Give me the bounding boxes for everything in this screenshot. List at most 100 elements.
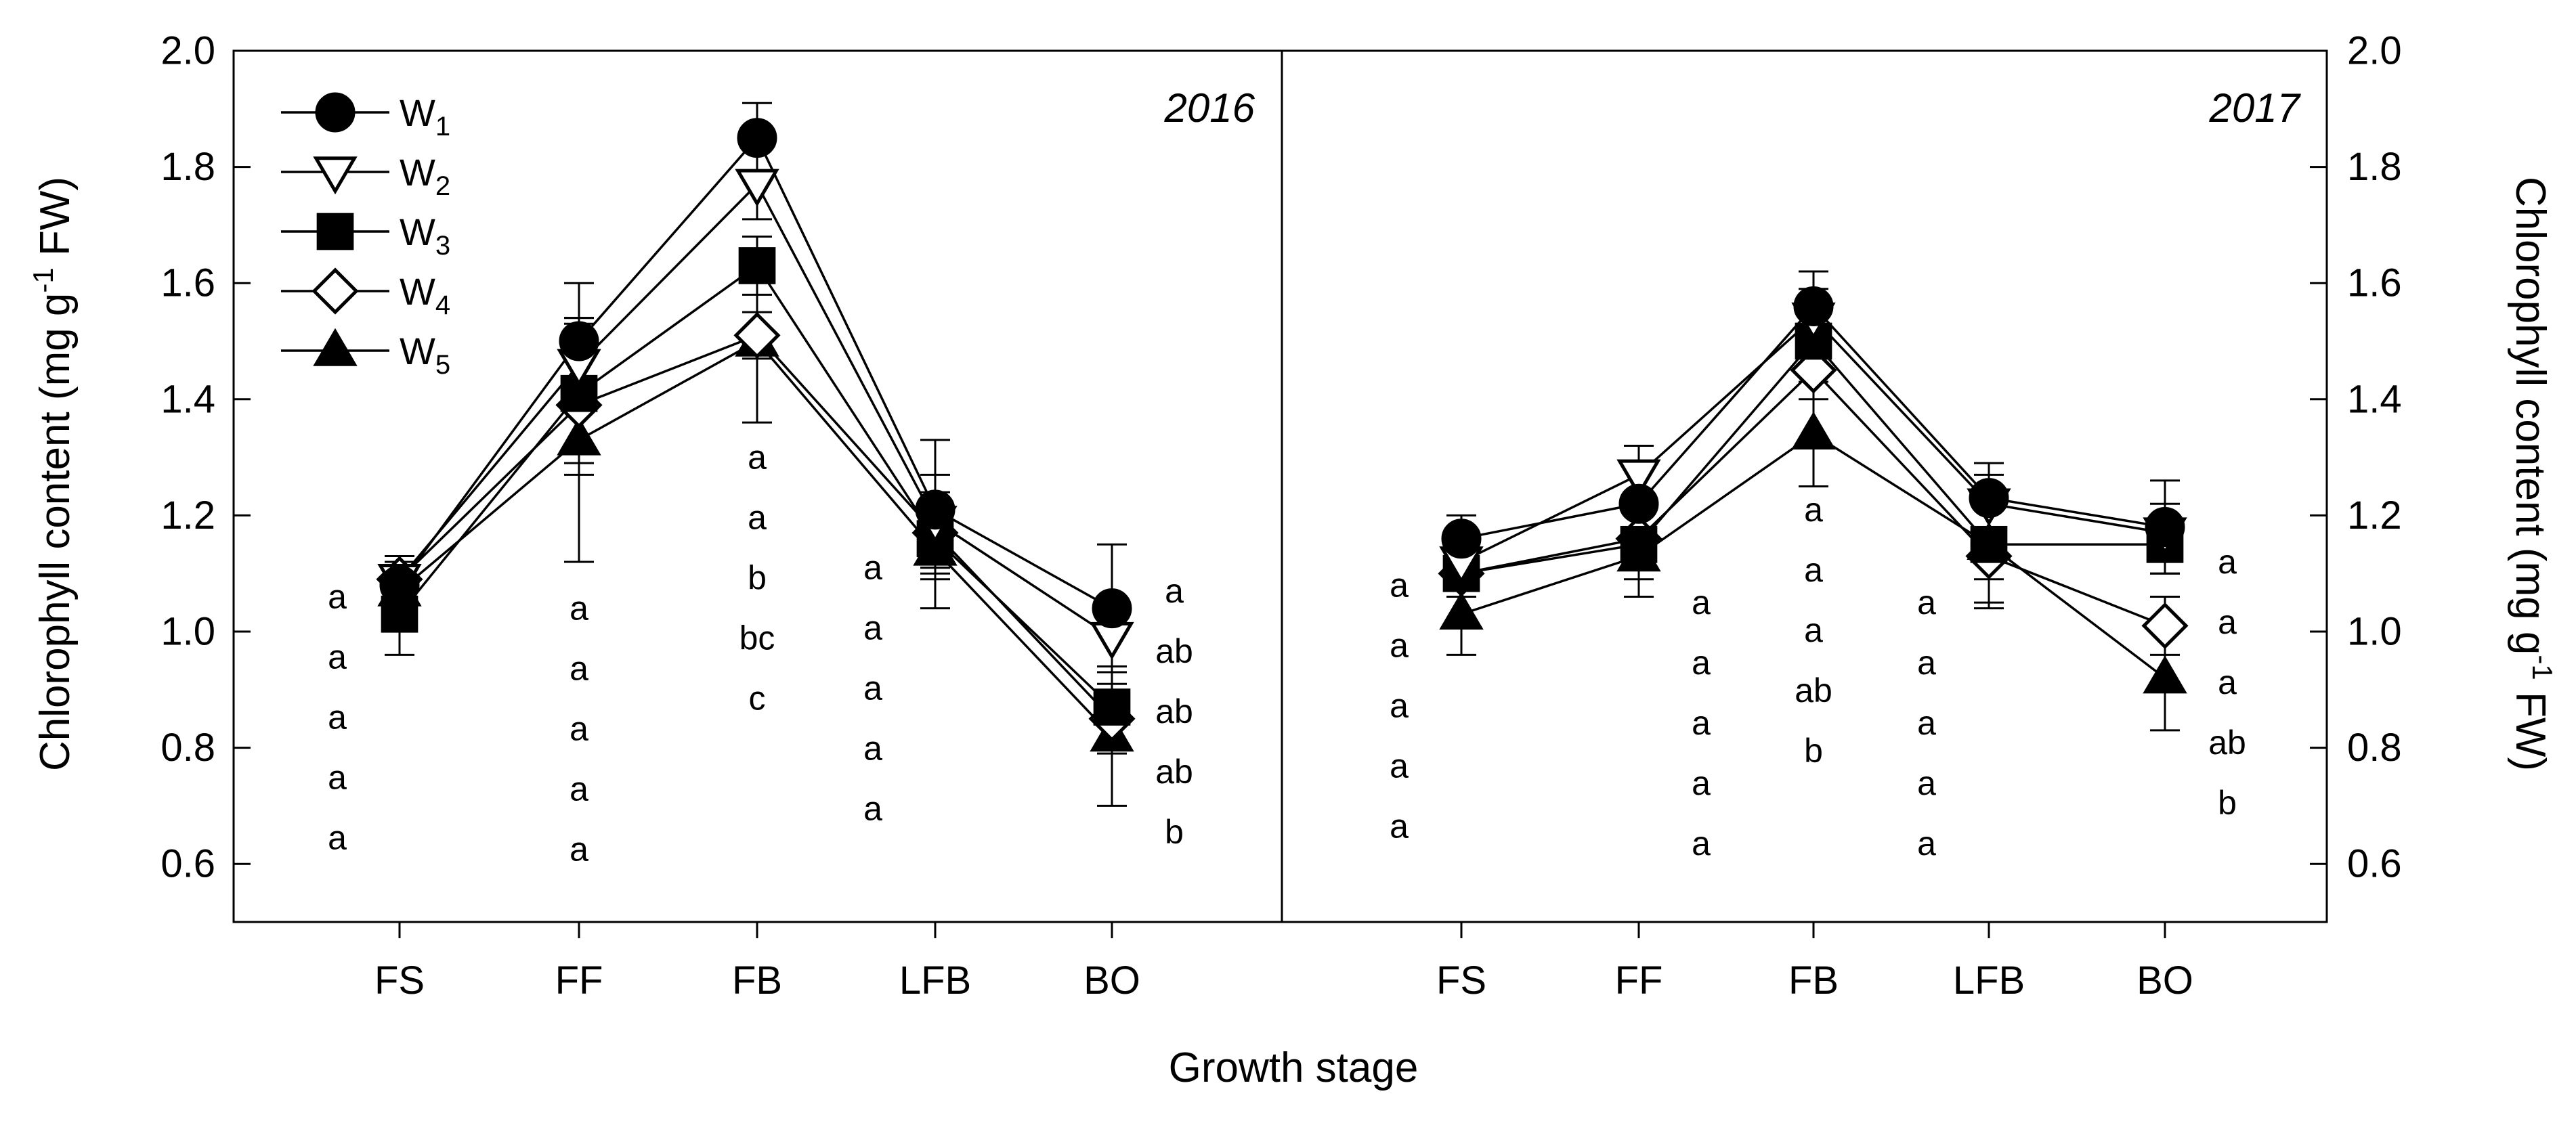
point-w4 [1790, 347, 1837, 394]
significance-letter: a [1390, 686, 1409, 724]
legend-label-base: W [400, 151, 435, 194]
y-title-unit: FW) [2507, 680, 2554, 771]
legend-label-base: W [400, 270, 435, 313]
series-layer [376, 102, 2189, 807]
legend-label-sub: 4 [435, 290, 450, 320]
legend-marker [315, 92, 356, 133]
legend-entry-w3: W3 [281, 211, 450, 261]
point-w1 [915, 489, 956, 530]
significance-letter: a [1692, 584, 1711, 621]
left-y-tick-label: 0.6 [160, 842, 215, 886]
significance-letter: c [749, 680, 766, 718]
left-y-tick-label: 1.6 [160, 261, 215, 305]
point-w1 [1092, 588, 1132, 629]
legend-label-base: W [400, 211, 435, 253]
legend-label: W5 [400, 330, 450, 380]
x-tick-label: FS [374, 959, 425, 1003]
significance-letter: a [863, 790, 882, 828]
point-w1 [2145, 507, 2185, 548]
right-y-tick-label: 1.6 [2347, 261, 2402, 305]
significance-letter: a [1692, 825, 1711, 862]
significance-letter: a [748, 439, 767, 477]
left-y-tick-label: 2.0 [160, 29, 215, 73]
right-y-tick-label: 0.8 [2347, 726, 2402, 770]
point-w1 [737, 118, 777, 158]
significance-letters: aaaaaaaaaaaabbccaaaaaaabababbaaaaaaaaaaa… [328, 439, 2246, 869]
point-w5 [2143, 655, 2187, 694]
significance-letter: a [1804, 611, 1823, 649]
y-title-main: Chlorophyll content (mg g [2507, 177, 2554, 655]
y-title-main: Chlorophyll content (mg g [32, 293, 79, 771]
left-y-tick-label: 1.2 [160, 493, 215, 537]
panel-2016 [376, 102, 1136, 807]
significance-letter: a [1917, 584, 1936, 621]
significance-letter: a [570, 710, 588, 748]
significance-letter: a [328, 819, 347, 857]
significance-letter: a [1917, 825, 1936, 862]
significance-letter: a [570, 831, 588, 869]
right-y-tick-label: 2.0 [2347, 29, 2402, 73]
legend-entry-w1: W1 [281, 91, 450, 141]
point-w4 [2141, 602, 2189, 650]
significance-letter: a [1390, 566, 1409, 604]
legend-entry-w4: W4 [281, 267, 450, 320]
point-w5 [1791, 411, 1836, 450]
axes: 0.6 0.6 0.8 0.8 1.0 1.0 1.2 1.2 1.4 1.4 1.6 1.6 1.8 1… [160, 29, 2401, 1003]
legend-marker [316, 213, 354, 250]
significance-letter: ab [2208, 724, 2246, 762]
x-tick-label: FB [732, 959, 782, 1003]
significance-letter: a [328, 759, 347, 797]
significance-letter: a [2218, 603, 2237, 641]
legend-label: W4 [400, 270, 450, 320]
x-tick-label: FB [1788, 959, 1839, 1003]
significance-letter: bc [739, 619, 775, 657]
point-w1 [1793, 286, 1834, 327]
significance-letter: a [863, 549, 882, 587]
point-w2 [1616, 459, 1661, 498]
y-title-unit: FW) [32, 177, 79, 267]
significance-letter: a [1804, 491, 1823, 529]
significance-letter: a [1390, 626, 1409, 664]
significance-letter: a [328, 638, 347, 676]
significance-letter: b [748, 559, 767, 597]
significance-letter: ab [1795, 672, 1832, 709]
significance-letter: a [328, 699, 347, 737]
point-w1 [1969, 478, 2009, 519]
significance-letter: ab [1155, 753, 1193, 791]
significance-letter: a [1390, 747, 1409, 785]
point-w1 [379, 565, 420, 605]
significance-letter: ab [1155, 693, 1193, 730]
right-y-axis-title: Chlorophyll content (mg g-1 FW) [2507, 177, 2558, 771]
point-w1 [1618, 483, 1659, 524]
panel-year-label: 2017 [2209, 85, 2302, 131]
significance-letter: a [1692, 644, 1711, 682]
significance-letter: a [863, 609, 882, 647]
panel-2017 [1438, 270, 2189, 732]
significance-letter: a [2218, 663, 2237, 701]
significance-letter: a [863, 669, 882, 707]
point-w2 [1090, 621, 1134, 660]
significance-letter: a [748, 499, 767, 537]
legend-entry-w2: W2 [281, 151, 450, 201]
significance-letter: a [570, 590, 588, 628]
x-tick-label: LFB [1953, 959, 2025, 1003]
significance-letter: b [1804, 732, 1823, 770]
legend-label: W1 [400, 91, 450, 141]
right-y-tick-label: 1.4 [2347, 377, 2402, 421]
point-w3 [1093, 688, 1131, 726]
legend-label-base: W [400, 91, 435, 134]
legend-marker [312, 267, 359, 315]
point-w3 [738, 247, 776, 284]
significance-letter: b [2218, 784, 2237, 822]
significance-letter: a [863, 730, 882, 768]
right-y-tick-label: 1.2 [2347, 493, 2402, 537]
x-axis-title: Growth stage [1169, 1045, 1419, 1091]
y-title-superscript: -1 [27, 267, 59, 292]
series-line-w1 [398, 135, 1113, 610]
x-tick-label: FF [1615, 959, 1663, 1003]
plot-frame [232, 49, 2328, 923]
point-w3 [1970, 525, 2008, 563]
point-w5 [1439, 591, 1484, 630]
